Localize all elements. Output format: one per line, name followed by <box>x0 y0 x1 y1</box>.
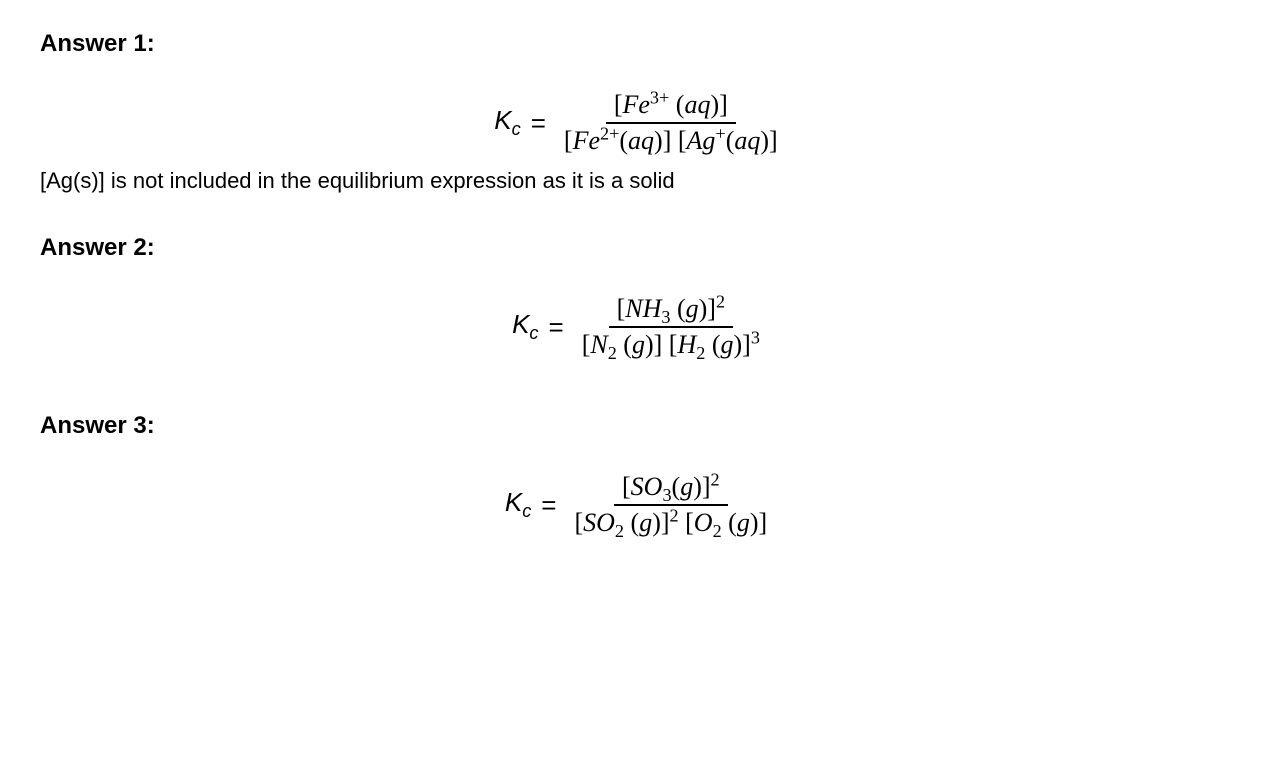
equation-row: Kc = [NH3 (g)]2 [N2 (g)] [H2 (g)]3 <box>40 292 1240 362</box>
fraction: [Fe3+ (aq)] [Fe2+(aq)] [Ag+(aq)] <box>556 88 786 158</box>
kc-label: Kc <box>512 309 538 344</box>
equals-sign: = <box>549 312 564 343</box>
numerator: [NH3 (g)]2 <box>609 292 733 328</box>
fraction: [NH3 (g)]2 [N2 (g)] [H2 (g)]3 <box>574 292 768 362</box>
fraction: [SO3(g)]2 [SO2 (g)]2 [O2 (g)] <box>566 470 775 540</box>
answer-heading: Answer 1: <box>40 30 1240 58</box>
kc-label: Kc <box>494 105 520 140</box>
answer-heading: Answer 2: <box>40 234 1240 262</box>
equation-row: Kc = [Fe3+ (aq)] [Fe2+(aq)] [Ag+(aq)] <box>40 88 1240 158</box>
denominator: [Fe2+(aq)] [Ag+(aq)] <box>556 124 786 158</box>
denominator: [SO2 (g)]2 [O2 (g)] <box>566 506 775 540</box>
numerator: [Fe3+ (aq)] <box>606 88 736 124</box>
answer-note: [Ag(s)] is not included in the equilibri… <box>40 168 1240 194</box>
equals-sign: = <box>531 108 546 139</box>
denominator: [N2 (g)] [H2 (g)]3 <box>574 328 768 362</box>
kc-label: Kc <box>505 487 531 522</box>
equals-sign: = <box>541 490 556 521</box>
answer-heading: Answer 3: <box>40 412 1240 440</box>
numerator: [SO3(g)]2 <box>614 470 728 506</box>
equation-row: Kc = [SO3(g)]2 [SO2 (g)]2 [O2 (g)] <box>40 470 1240 540</box>
